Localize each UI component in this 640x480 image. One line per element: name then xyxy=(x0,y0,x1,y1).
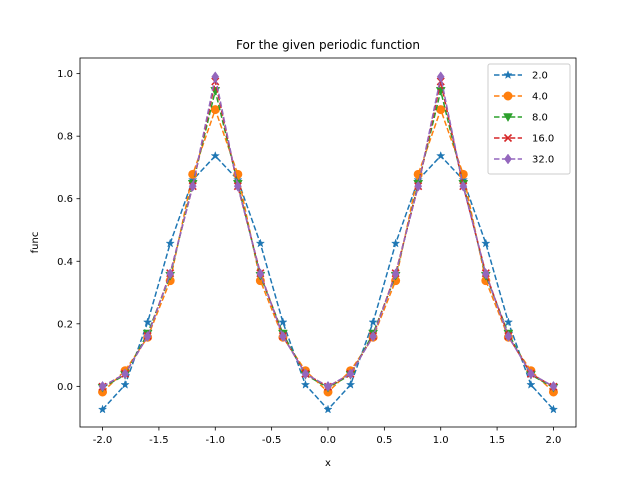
legend-box xyxy=(487,63,571,175)
x-tick-label: -1.5 xyxy=(149,435,169,446)
legend-label: 8.0 xyxy=(532,113,548,124)
data-point-4.0 xyxy=(210,105,220,115)
legend-entry-8.0: 8.0 xyxy=(494,113,548,124)
legend-label: 2.0 xyxy=(532,71,548,82)
legend-marker xyxy=(504,153,512,165)
legend-label: 32.0 xyxy=(532,155,554,166)
data-point-32.0 xyxy=(233,180,242,192)
data-point-32.0 xyxy=(481,268,490,280)
data-point-2.0 xyxy=(481,238,491,248)
legend-marker xyxy=(503,133,513,143)
x-axis: -2.0 -1.5 -1.0 -0.5 0.0 0.5 1.0 1.5 2.0 xyxy=(93,427,562,446)
y-axis: 0.0 0.2 0.4 0.6 0.8 1.0 xyxy=(57,69,80,393)
data-point-32.0 xyxy=(369,330,377,342)
legend-label: 4.0 xyxy=(532,92,548,103)
data-point-32.0 xyxy=(504,330,513,342)
data-point-2.0 xyxy=(390,238,401,248)
data-point-32.0 xyxy=(143,330,152,342)
data-point-2.0 xyxy=(142,317,153,327)
chart-title: For the given periodic function xyxy=(236,38,420,52)
y-tick-label: 0.4 xyxy=(57,257,73,268)
data-point-32.0 xyxy=(346,368,355,380)
data-point-2.0 xyxy=(255,238,266,248)
x-tick-label: -1.0 xyxy=(206,435,226,446)
y-tick-label: 0.2 xyxy=(57,319,73,330)
data-point-32.0 xyxy=(391,268,400,280)
data-point-32.0 xyxy=(166,268,175,280)
data-point-2.0 xyxy=(368,317,378,327)
data-point-32.0 xyxy=(527,368,535,380)
x-tick-label: -2.0 xyxy=(93,435,113,446)
y-tick-label: 0.6 xyxy=(57,194,73,205)
series-layer xyxy=(97,71,559,414)
legend-marker xyxy=(503,91,513,101)
data-point-2.0 xyxy=(503,317,514,327)
x-tick-label: 1.5 xyxy=(489,435,505,446)
data-point-32.0 xyxy=(459,180,468,192)
data-point-2.0 xyxy=(323,404,333,414)
data-point-32.0 xyxy=(436,71,445,83)
data-point-32.0 xyxy=(279,330,287,342)
axes-layer: -2.0 -1.5 -1.0 -0.5 0.0 0.5 1.0 1.5 2.0 0.00.20.… xyxy=(57,57,577,446)
data-point-32.0 xyxy=(121,368,129,380)
x-tick-label: 0.0 xyxy=(320,435,336,446)
data-point-32.0 xyxy=(188,180,197,192)
x-tick-label: -0.5 xyxy=(262,435,282,446)
data-point-32.0 xyxy=(414,180,423,192)
data-point-2.0 xyxy=(436,150,446,160)
x-tick-label: 0.5 xyxy=(376,435,392,446)
x-tick-label: 1.0 xyxy=(433,435,449,446)
legend-entry-16.0: 16.0 xyxy=(494,134,554,145)
data-point-32.0 xyxy=(98,380,107,392)
data-point-32.0 xyxy=(549,380,558,392)
legend-marker xyxy=(503,113,513,123)
data-point-2.0 xyxy=(120,379,130,389)
legend-entry-2.0: 2.0 xyxy=(494,70,548,82)
plot-area xyxy=(97,71,559,414)
data-point-2.0 xyxy=(526,379,536,389)
legend: 2.0 4.0 8.0 16.0 32.0 xyxy=(487,63,571,175)
data-point-32.0 xyxy=(256,268,265,280)
data-point-4.0 xyxy=(436,105,446,115)
data-point-2.0 xyxy=(278,317,288,327)
data-point-2.0 xyxy=(548,404,559,414)
data-point-2.0 xyxy=(345,379,356,389)
legend-label: 16.0 xyxy=(532,134,554,145)
data-point-2.0 xyxy=(210,150,220,160)
data-point-32.0 xyxy=(211,71,220,83)
y-axis-label: func xyxy=(30,232,41,254)
y-tick-label: 0.8 xyxy=(57,132,73,143)
y-tick-label: 0.0 xyxy=(57,382,73,393)
legend-entry-32.0: 32.0 xyxy=(494,153,554,166)
data-point-32.0 xyxy=(324,380,332,392)
data-point-2.0 xyxy=(165,238,175,248)
x-axis-label: x xyxy=(325,458,331,469)
data-point-2.0 xyxy=(300,379,311,389)
series-32.0 xyxy=(98,71,558,392)
x-tick-label: 2.0 xyxy=(546,435,562,446)
y-tick-label: 1.0 xyxy=(57,69,73,80)
legend-entry-4.0: 4.0 xyxy=(494,91,548,103)
data-point-2.0 xyxy=(97,404,108,414)
legend-marker xyxy=(503,70,513,80)
data-point-32.0 xyxy=(301,368,310,380)
